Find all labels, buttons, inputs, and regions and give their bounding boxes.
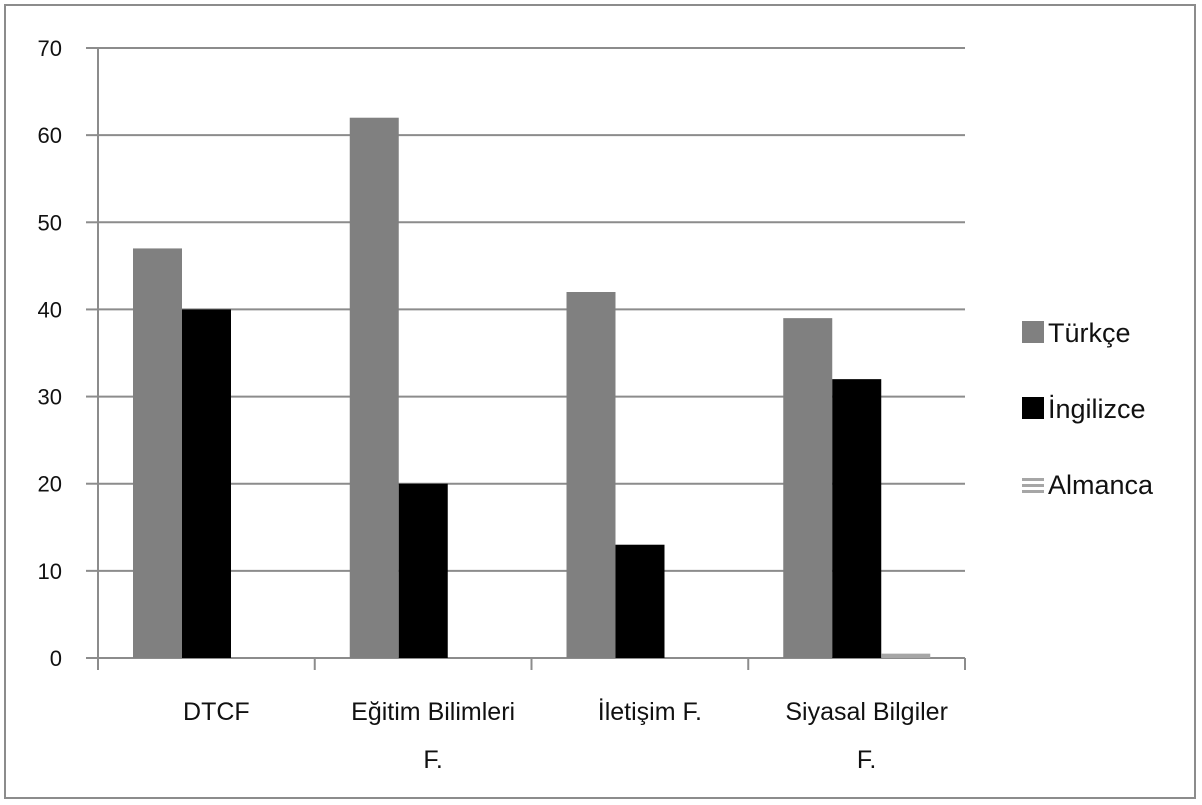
x-category-label: DTCF: [183, 698, 250, 726]
legend-swatch: [1022, 321, 1044, 343]
bar-0-3: [783, 318, 833, 658]
y-tick-label: 40: [38, 297, 62, 322]
legend-swatch: [1022, 478, 1044, 481]
bar-0-0: [133, 248, 182, 658]
bar-1-3: [832, 379, 882, 658]
legend-swatch: [1022, 397, 1044, 419]
legend-label: İngilizce: [1048, 393, 1146, 424]
bar-0-1: [349, 117, 399, 658]
y-tick-label: 20: [38, 472, 62, 497]
legend-label: Türkçe: [1048, 318, 1131, 348]
bar-0-2: [566, 292, 616, 658]
bar-2-3: [881, 653, 931, 658]
bar-1-0: [182, 309, 231, 658]
y-tick-label: 50: [38, 210, 62, 235]
x-category-label: F.: [423, 746, 442, 774]
y-tick-label: 60: [38, 123, 62, 148]
x-category-label: İletişim F.: [598, 697, 702, 726]
y-tick-label: 70: [38, 36, 62, 61]
y-tick-label: 10: [38, 559, 62, 584]
legend-swatch: [1022, 490, 1044, 493]
x-category-label: F.: [857, 746, 876, 774]
x-category-label: Siyasal Bilgiler: [785, 698, 948, 726]
y-tick-label: 30: [38, 385, 62, 410]
legend-swatch: [1022, 484, 1044, 487]
bar-1-1: [398, 483, 448, 658]
bar-1-2: [615, 544, 665, 658]
x-category-label: Eğitim Bilimleri: [351, 698, 515, 726]
y-tick-label: 0: [50, 646, 62, 671]
legend-label: Almanca: [1048, 470, 1154, 500]
